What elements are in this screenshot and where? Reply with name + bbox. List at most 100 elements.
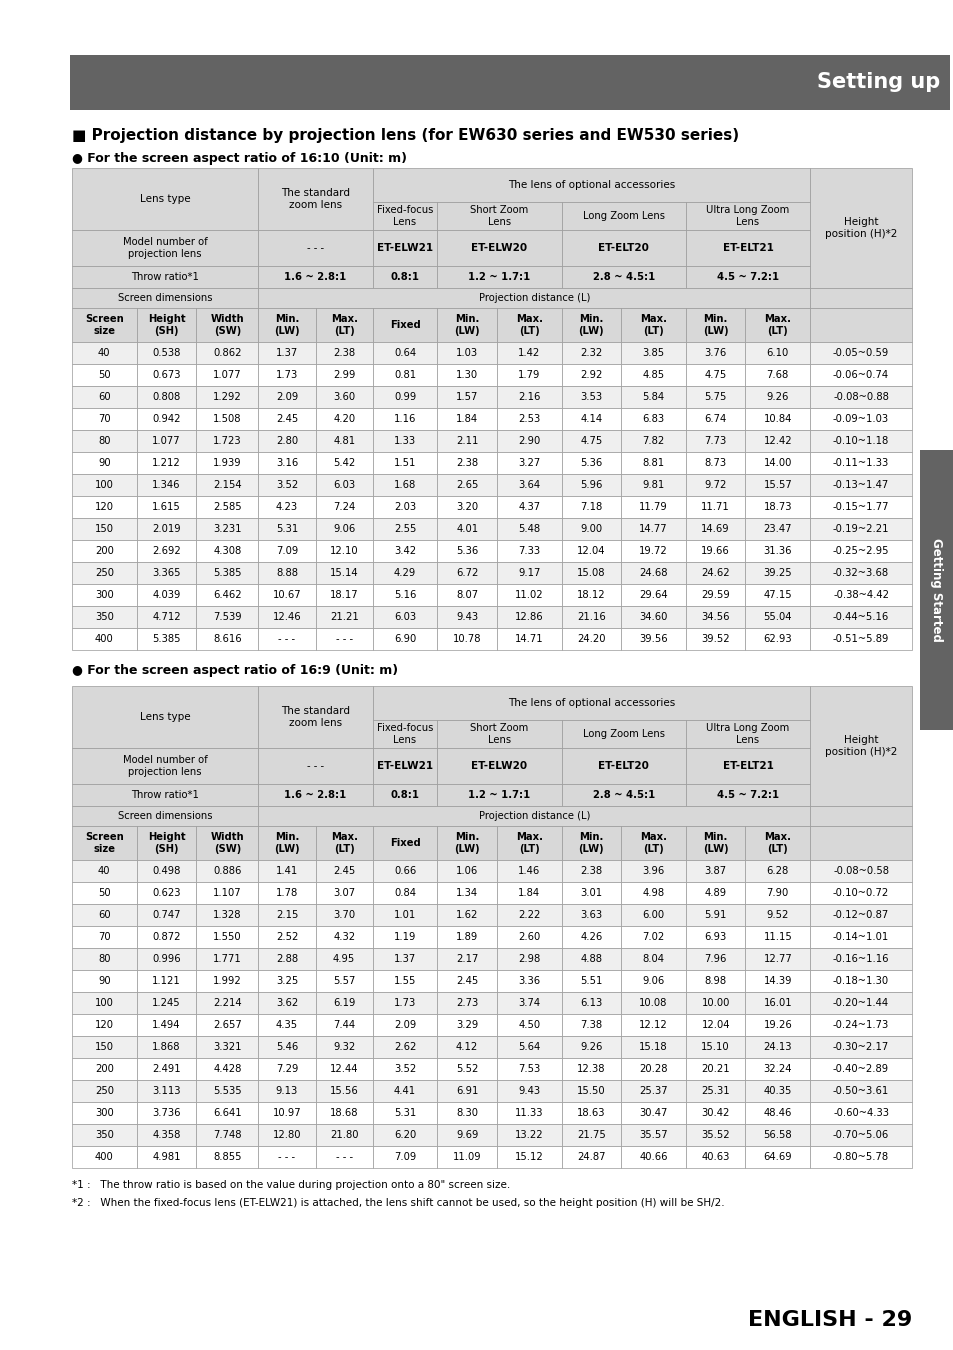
Bar bbox=[436, 606, 497, 628]
Text: 7.73: 7.73 bbox=[704, 436, 726, 446]
Bar bbox=[809, 585, 911, 606]
Text: 2.65: 2.65 bbox=[456, 481, 477, 490]
Bar bbox=[258, 495, 315, 518]
Text: 2.38: 2.38 bbox=[456, 458, 477, 468]
Text: 8.73: 8.73 bbox=[704, 458, 726, 468]
Bar bbox=[497, 860, 561, 882]
Text: 3.01: 3.01 bbox=[579, 888, 602, 898]
Bar bbox=[561, 585, 620, 606]
Text: 13.22: 13.22 bbox=[515, 1130, 543, 1139]
Bar bbox=[71, 606, 136, 628]
Text: -0.18~1.30: -0.18~1.30 bbox=[832, 976, 888, 986]
Text: 40: 40 bbox=[98, 865, 111, 876]
Text: 8.07: 8.07 bbox=[456, 590, 477, 599]
Bar bbox=[561, 1146, 620, 1168]
Text: 40.35: 40.35 bbox=[762, 1085, 791, 1096]
Bar bbox=[196, 386, 258, 408]
Bar bbox=[136, 1102, 196, 1125]
Text: 4.428: 4.428 bbox=[213, 1064, 241, 1075]
Text: 20.28: 20.28 bbox=[639, 1064, 667, 1075]
Text: 15.50: 15.50 bbox=[577, 1085, 605, 1096]
Text: 3.36: 3.36 bbox=[517, 976, 539, 986]
Bar bbox=[497, 474, 561, 495]
Bar bbox=[685, 1035, 744, 1058]
Text: 8.30: 8.30 bbox=[456, 1108, 477, 1118]
Bar bbox=[561, 882, 620, 905]
Bar bbox=[373, 202, 436, 230]
Text: 5.51: 5.51 bbox=[579, 976, 602, 986]
Text: -0.30~2.17: -0.30~2.17 bbox=[832, 1042, 888, 1052]
Text: 3.25: 3.25 bbox=[275, 976, 297, 986]
Bar bbox=[315, 342, 373, 365]
Bar bbox=[809, 167, 911, 288]
Bar bbox=[196, 562, 258, 585]
Bar bbox=[744, 628, 809, 649]
Text: 11.02: 11.02 bbox=[515, 590, 543, 599]
Bar bbox=[71, 926, 136, 948]
Text: 4.89: 4.89 bbox=[704, 888, 726, 898]
Bar bbox=[685, 860, 744, 882]
Bar bbox=[196, 585, 258, 606]
Text: - - -: - - - bbox=[307, 243, 324, 252]
Text: 1.42: 1.42 bbox=[517, 348, 539, 358]
Bar bbox=[744, 926, 809, 948]
Text: 2.53: 2.53 bbox=[517, 414, 539, 424]
Text: 2.214: 2.214 bbox=[213, 998, 241, 1008]
Bar bbox=[685, 408, 744, 431]
Text: -0.80~5.78: -0.80~5.78 bbox=[832, 1152, 888, 1162]
Bar bbox=[497, 926, 561, 948]
Text: 5.91: 5.91 bbox=[703, 910, 726, 919]
Text: 1.73: 1.73 bbox=[394, 998, 416, 1008]
Text: 40: 40 bbox=[98, 348, 111, 358]
Text: 1.89: 1.89 bbox=[456, 931, 477, 942]
Bar bbox=[196, 1080, 258, 1102]
Text: 300: 300 bbox=[95, 590, 113, 599]
Text: 15.12: 15.12 bbox=[515, 1152, 543, 1162]
Text: 1.771: 1.771 bbox=[213, 954, 241, 964]
Bar bbox=[136, 540, 196, 562]
Bar bbox=[620, 628, 685, 649]
Bar bbox=[685, 452, 744, 474]
Bar bbox=[315, 826, 373, 860]
Text: 4.26: 4.26 bbox=[579, 931, 602, 942]
Bar bbox=[620, 860, 685, 882]
Text: 2.17: 2.17 bbox=[456, 954, 477, 964]
Text: 7.96: 7.96 bbox=[703, 954, 726, 964]
Bar bbox=[258, 540, 315, 562]
Bar bbox=[744, 948, 809, 971]
Text: 60: 60 bbox=[98, 392, 111, 402]
Bar bbox=[436, 1146, 497, 1168]
Bar bbox=[744, 1014, 809, 1035]
Bar bbox=[373, 1014, 436, 1035]
Bar bbox=[315, 606, 373, 628]
Bar bbox=[436, 926, 497, 948]
Text: 2.52: 2.52 bbox=[275, 931, 298, 942]
Bar bbox=[620, 452, 685, 474]
Bar bbox=[315, 452, 373, 474]
Text: 1.550: 1.550 bbox=[213, 931, 241, 942]
Text: Max.
(LT): Max. (LT) bbox=[639, 832, 666, 853]
Text: Fixed: Fixed bbox=[389, 320, 420, 329]
Text: 4.75: 4.75 bbox=[704, 370, 726, 379]
Bar bbox=[620, 585, 685, 606]
Bar bbox=[809, 826, 911, 860]
Text: -0.32~3.68: -0.32~3.68 bbox=[832, 568, 888, 578]
Text: 1.68: 1.68 bbox=[394, 481, 416, 490]
Bar bbox=[315, 992, 373, 1014]
Bar bbox=[315, 585, 373, 606]
Bar bbox=[71, 1080, 136, 1102]
Text: Width
(SW): Width (SW) bbox=[211, 832, 244, 853]
Bar bbox=[373, 926, 436, 948]
Bar bbox=[136, 628, 196, 649]
Text: 150: 150 bbox=[94, 524, 113, 535]
Text: -0.06~0.74: -0.06~0.74 bbox=[832, 370, 888, 379]
Bar bbox=[196, 342, 258, 365]
Text: -0.15~1.77: -0.15~1.77 bbox=[832, 502, 888, 512]
Text: 30.47: 30.47 bbox=[639, 1108, 667, 1118]
Bar bbox=[685, 1125, 744, 1146]
Bar bbox=[136, 992, 196, 1014]
Text: 80: 80 bbox=[98, 954, 111, 964]
Bar bbox=[497, 606, 561, 628]
Bar bbox=[373, 1035, 436, 1058]
Bar bbox=[196, 1125, 258, 1146]
